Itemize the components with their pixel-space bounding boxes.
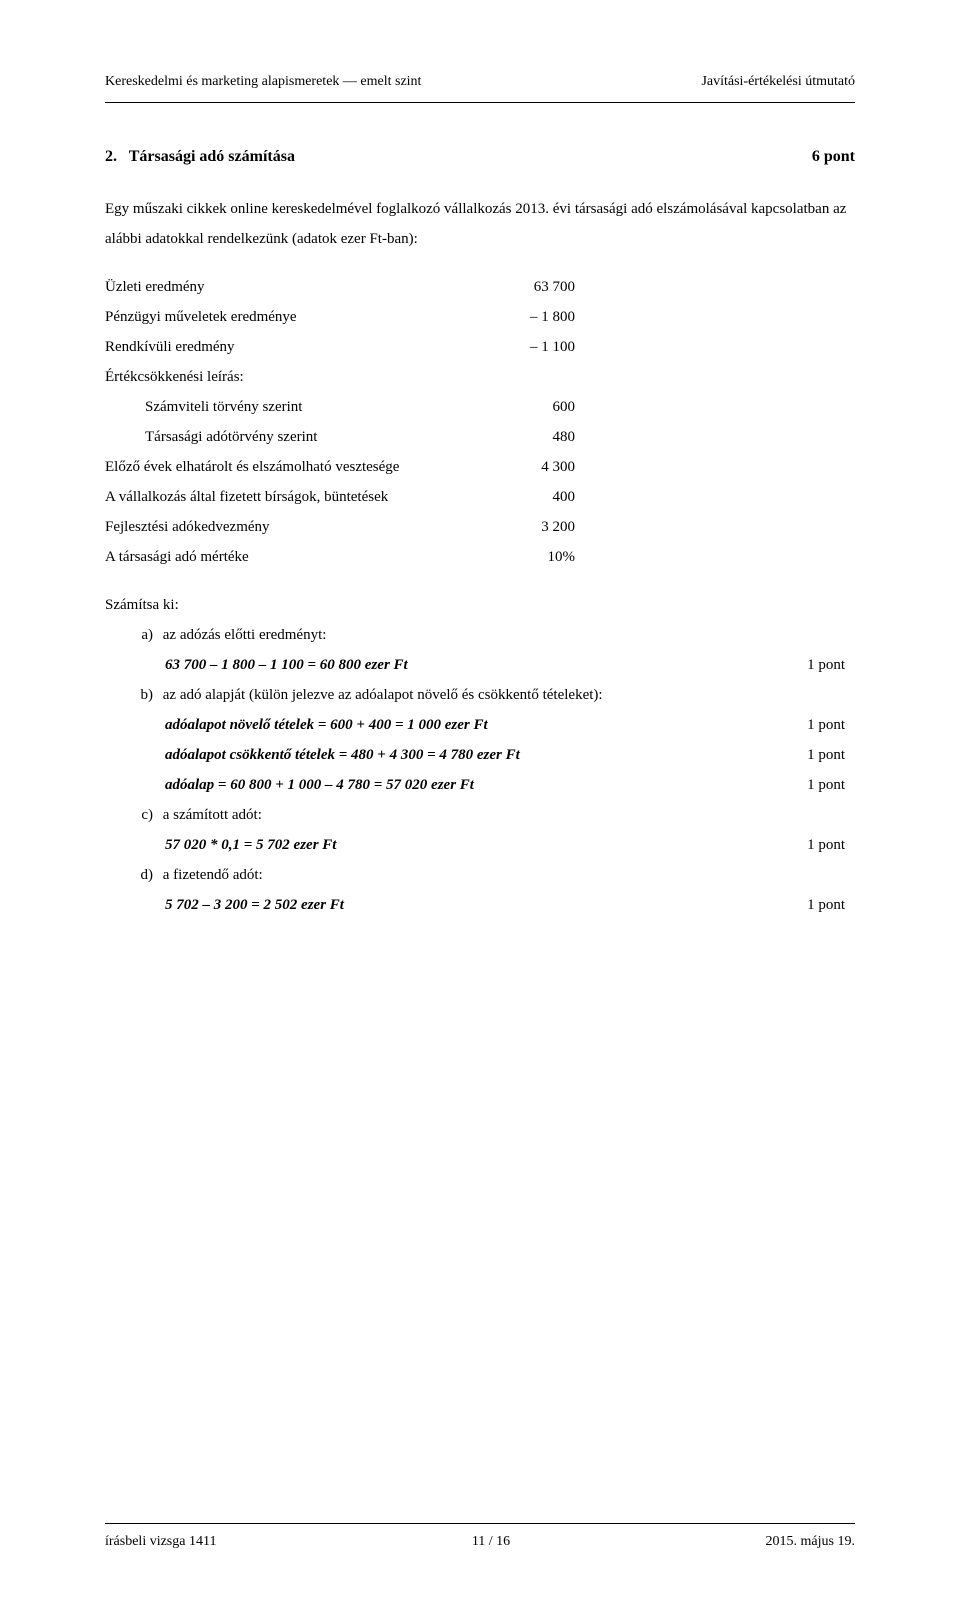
part-letter: d) [105, 860, 159, 890]
part-d-result: 5 702 – 3 200 = 2 502 ezer Ft 1 pont [105, 890, 855, 920]
data-label: Értékcsökkenési leírás: [105, 362, 505, 392]
part-letter: a) [105, 620, 159, 650]
data-value: 480 [505, 422, 575, 452]
footer-rule [105, 1523, 855, 1524]
intro-paragraph: Egy műszaki cikkek online kereskedelméve… [105, 194, 855, 254]
result-points: 1 pont [807, 830, 855, 860]
data-label: Rendkívüli eredmény [105, 332, 505, 362]
data-label: Számviteli törvény szerint [105, 392, 505, 422]
header-left: Kereskedelmi és marketing alapismeretek … [105, 70, 421, 94]
data-label: Előző évek elhatárolt és elszámolható ve… [105, 452, 505, 482]
header-rule [105, 102, 855, 103]
result-points: 1 pont [807, 770, 855, 800]
result-text: adóalapot csökkentő tételek = 480 + 4 30… [165, 740, 520, 770]
data-value: – 1 800 [505, 302, 575, 332]
part-prompt: a számított adót: [163, 807, 262, 823]
part-prompt: az adó alapját (külön jelezve az adóalap… [163, 687, 603, 703]
section-number: 2. [105, 148, 117, 165]
table-row: Pénzügyi műveletek eredménye – 1 800 [105, 302, 855, 332]
table-row: Rendkívüli eredmény – 1 100 [105, 332, 855, 362]
page-header: Kereskedelmi és marketing alapismeretek … [105, 70, 855, 94]
result-points: 1 pont [807, 890, 855, 920]
result-text: 63 700 – 1 800 – 1 100 = 60 800 ezer Ft [165, 650, 408, 680]
data-label: Fejlesztési adókedvezmény [105, 512, 505, 542]
part-a: a) az adózás előtti eredményt: [105, 620, 855, 650]
data-label: Üzleti eredmény [105, 272, 505, 302]
table-row: Fejlesztési adókedvezmény 3 200 [105, 512, 855, 542]
page-footer: írásbeli vizsga 1411 11 / 16 2015. május… [105, 1523, 855, 1554]
data-label: A vállalkozás által fizetett bírságok, b… [105, 482, 505, 512]
data-label: A társasági adó mértéke [105, 542, 505, 572]
header-right: Javítási-értékelési útmutató [701, 70, 855, 94]
compute-label: Számítsa ki: [105, 590, 855, 620]
footer-right: 2015. május 19. [766, 1530, 855, 1554]
section-heading: 2. Társasági adó számítása 6 pont [105, 143, 855, 170]
part-b-result-3: adóalap = 60 800 + 1 000 – 4 780 = 57 02… [105, 770, 855, 800]
table-row: Előző évek elhatárolt és elszámolható ve… [105, 452, 855, 482]
part-prompt: a fizetendő adót: [163, 867, 263, 883]
data-label: Társasági adótörvény szerint [105, 422, 505, 452]
part-d: d) a fizetendő adót: [105, 860, 855, 890]
result-points: 1 pont [807, 740, 855, 770]
table-row: Számviteli törvény szerint 600 [105, 392, 855, 422]
result-text: adóalap = 60 800 + 1 000 – 4 780 = 57 02… [165, 770, 474, 800]
data-value: 400 [505, 482, 575, 512]
part-c: c) a számított adót: [105, 800, 855, 830]
part-letter: c) [105, 800, 159, 830]
table-row: Értékcsökkenési leírás: [105, 362, 855, 392]
section-title: Társasági adó számítása [129, 148, 295, 165]
result-text: 57 020 * 0,1 = 5 702 ezer Ft [165, 830, 336, 860]
part-c-result: 57 020 * 0,1 = 5 702 ezer Ft 1 pont [105, 830, 855, 860]
part-prompt: az adózás előtti eredményt: [163, 627, 327, 643]
section-points: 6 pont [812, 143, 855, 170]
part-b-result-1: adóalapot növelő tételek = 600 + 400 = 1… [105, 710, 855, 740]
part-a-result: 63 700 – 1 800 – 1 100 = 60 800 ezer Ft … [105, 650, 855, 680]
result-points: 1 pont [807, 650, 855, 680]
part-b-result-2: adóalapot csökkentő tételek = 480 + 4 30… [105, 740, 855, 770]
table-row: Üzleti eredmény 63 700 [105, 272, 855, 302]
data-table: Üzleti eredmény 63 700 Pénzügyi művelete… [105, 272, 855, 572]
table-row: A vállalkozás által fizetett bírságok, b… [105, 482, 855, 512]
table-row: A társasági adó mértéke 10% [105, 542, 855, 572]
data-value [505, 362, 575, 392]
table-row: Társasági adótörvény szerint 480 [105, 422, 855, 452]
result-text: adóalapot növelő tételek = 600 + 400 = 1… [165, 710, 488, 740]
data-value: – 1 100 [505, 332, 575, 362]
result-text: 5 702 – 3 200 = 2 502 ezer Ft [165, 890, 344, 920]
data-value: 63 700 [505, 272, 575, 302]
data-value: 10% [505, 542, 575, 572]
data-label: Pénzügyi műveletek eredménye [105, 302, 505, 332]
data-value: 3 200 [505, 512, 575, 542]
part-letter: b) [105, 680, 159, 710]
part-b: b) az adó alapját (külön jelezve az adóa… [105, 680, 855, 710]
data-value: 4 300 [505, 452, 575, 482]
footer-center: 11 / 16 [472, 1530, 510, 1554]
result-points: 1 pont [807, 710, 855, 740]
data-value: 600 [505, 392, 575, 422]
footer-left: írásbeli vizsga 1411 [105, 1530, 216, 1554]
